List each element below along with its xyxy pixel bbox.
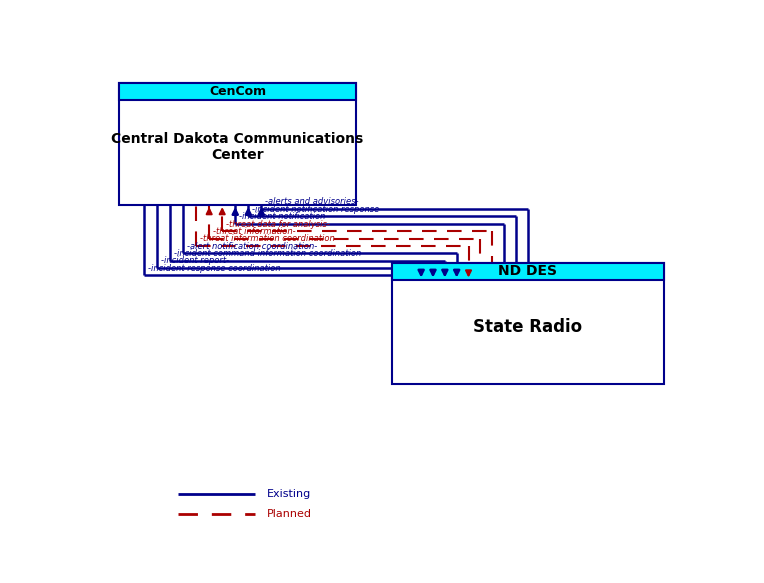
Text: -threat information-: -threat information- (212, 227, 296, 236)
Text: State Radio: State Radio (473, 318, 582, 336)
Text: CenCom: CenCom (209, 86, 266, 99)
Text: Existing: Existing (267, 489, 312, 499)
Bar (119, 83, 356, 100)
Text: -incident report-: -incident report- (160, 257, 228, 265)
Bar (119, 83, 356, 205)
Text: -incident notification response-: -incident notification response- (252, 205, 382, 214)
Text: -incident command information coordination-: -incident command information coordinati… (173, 249, 364, 258)
Text: -threat data for analysis-: -threat data for analysis- (226, 220, 329, 229)
Text: -incident response coordination-: -incident response coordination- (147, 264, 283, 273)
Text: Central Dakota Communications
Center: Central Dakota Communications Center (112, 132, 364, 163)
Text: -incident notification-: -incident notification- (239, 212, 329, 221)
Text: -alerts and advisories-: -alerts and advisories- (265, 198, 358, 206)
Text: Planned: Planned (267, 510, 312, 519)
Bar (392, 263, 664, 384)
Text: -alert notification coordination-: -alert notification coordination- (186, 242, 317, 251)
Text: ND DES: ND DES (498, 265, 557, 279)
Bar (392, 263, 664, 280)
Text: -threat information coordination-: -threat information coordination- (199, 234, 338, 243)
